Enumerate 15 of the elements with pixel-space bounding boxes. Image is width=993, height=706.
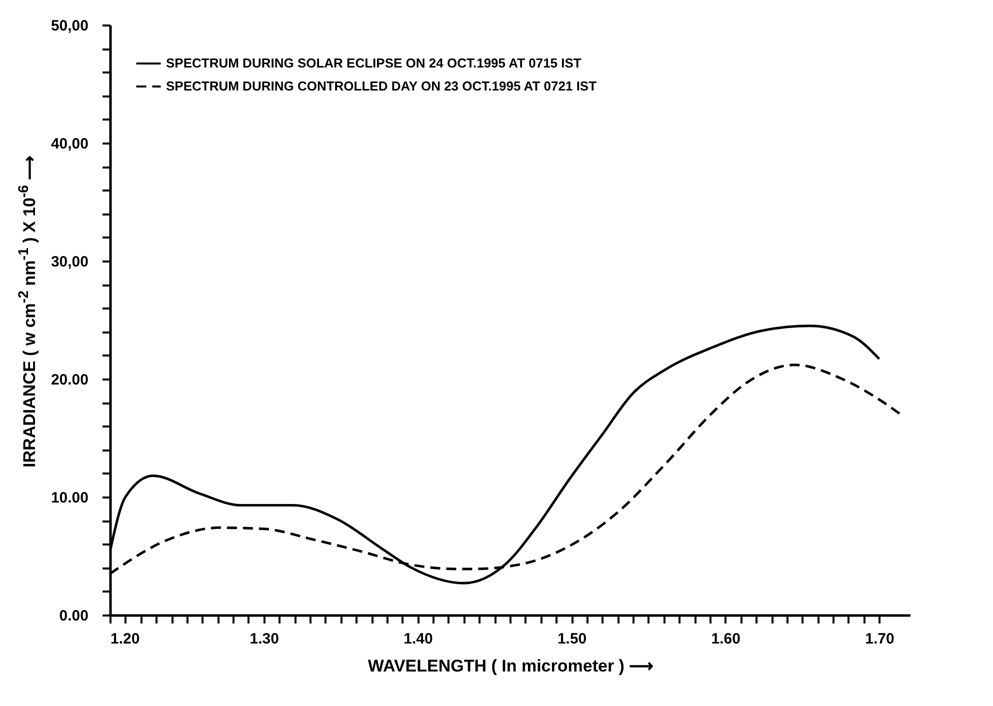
legend-label: SPECTRUM DURING SOLAR ECLIPSE ON 24 OCT.1995 AT 0715 IST — [166, 56, 582, 70]
y-tick-label: 20.00 — [50, 372, 88, 388]
y-tick-label: 0.00 — [59, 608, 88, 624]
y-tick-label: 10.00 — [50, 490, 88, 506]
x-tick-label: 1.70 — [865, 630, 894, 648]
x-tick-label: 1.40 — [404, 630, 433, 648]
y-tick-label: 50,00 — [50, 18, 88, 34]
y-tick-label: 40,00 — [50, 136, 88, 152]
x-axis-title: WAVELENGTH ( In micrometer ) ⟶ — [368, 656, 654, 676]
legend-label: SPECTRUM DURING CONTROLLED DAY ON 23 OCT.1995 AT 0721 IST — [166, 78, 597, 94]
x-tick-label: 1.20 — [110, 630, 140, 648]
y-tick-label: 30,00 — [50, 254, 88, 270]
x-tick-label: 1.30 — [250, 630, 279, 648]
x-tick-label: 1.60 — [711, 630, 740, 648]
x-tick-label: 1.50 — [557, 630, 587, 648]
